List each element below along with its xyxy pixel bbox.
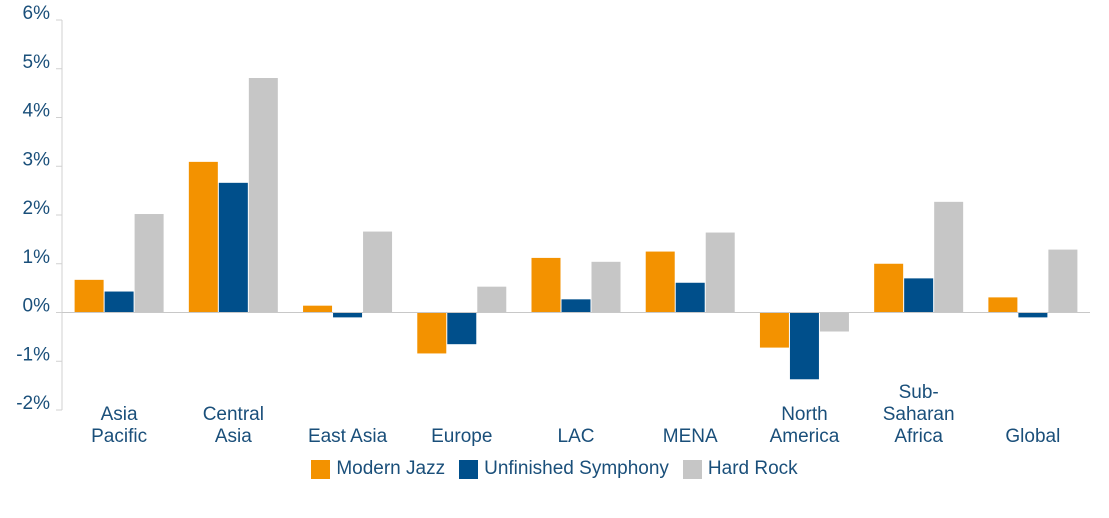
bar xyxy=(218,182,248,313)
bar xyxy=(477,286,507,313)
bar xyxy=(188,161,218,313)
legend-swatch xyxy=(311,459,331,479)
bar xyxy=(759,312,789,348)
x-tick-label: Asia Pacific xyxy=(91,404,148,447)
bar xyxy=(447,312,477,345)
x-tick-label: MENA xyxy=(662,426,718,447)
bar xyxy=(874,263,904,313)
bar xyxy=(705,232,735,313)
bar xyxy=(303,305,333,313)
x-tick-label: LAC xyxy=(557,426,595,447)
legend-item: Unfinished Symphony xyxy=(459,458,669,480)
x-tick-label: North America xyxy=(769,404,840,447)
bar xyxy=(1018,312,1048,318)
y-tick-label: 6% xyxy=(23,3,51,24)
bar xyxy=(74,279,104,313)
bar xyxy=(675,282,705,313)
legend-swatch xyxy=(682,459,702,479)
bar xyxy=(134,214,164,313)
y-tick-label: 3% xyxy=(23,149,51,170)
bar xyxy=(591,261,621,313)
bar xyxy=(904,278,934,313)
y-tick-label: -1% xyxy=(16,344,50,365)
bar xyxy=(561,299,591,313)
legend-item: Modern Jazz xyxy=(311,458,445,480)
y-tick-label: 1% xyxy=(23,247,51,268)
bar xyxy=(531,257,561,313)
bar xyxy=(1048,249,1078,313)
bar xyxy=(789,312,819,380)
x-tick-label: Europe xyxy=(431,426,493,447)
bar xyxy=(819,312,849,332)
legend-item: Hard Rock xyxy=(682,458,798,480)
x-tick-label: East Asia xyxy=(307,426,388,447)
y-tick-label: 0% xyxy=(23,296,51,317)
y-tick-label: 5% xyxy=(23,52,51,73)
bar xyxy=(248,78,278,313)
x-tick-label: Global xyxy=(1005,426,1061,447)
legend: Modern Jazz Unfinished Symphony Hard Rock xyxy=(0,458,1109,480)
bar xyxy=(104,291,134,313)
bar xyxy=(645,251,675,313)
x-tick-label: Central Asia xyxy=(202,404,264,447)
legend-label: Modern Jazz xyxy=(336,458,446,479)
bar xyxy=(363,231,393,313)
y-tick-label: 4% xyxy=(23,101,51,122)
y-tick-label: 2% xyxy=(23,198,51,219)
bar xyxy=(417,312,447,354)
legend-label: Unfinished Symphony xyxy=(484,458,669,479)
legend-swatch xyxy=(459,459,479,479)
legend-label: Hard Rock xyxy=(707,458,798,479)
x-tick-label: Sub-Saharan Africa xyxy=(882,382,955,447)
bar xyxy=(333,312,363,318)
y-tick-label: -2% xyxy=(16,393,50,414)
bar xyxy=(934,201,964,313)
bar xyxy=(988,297,1018,313)
